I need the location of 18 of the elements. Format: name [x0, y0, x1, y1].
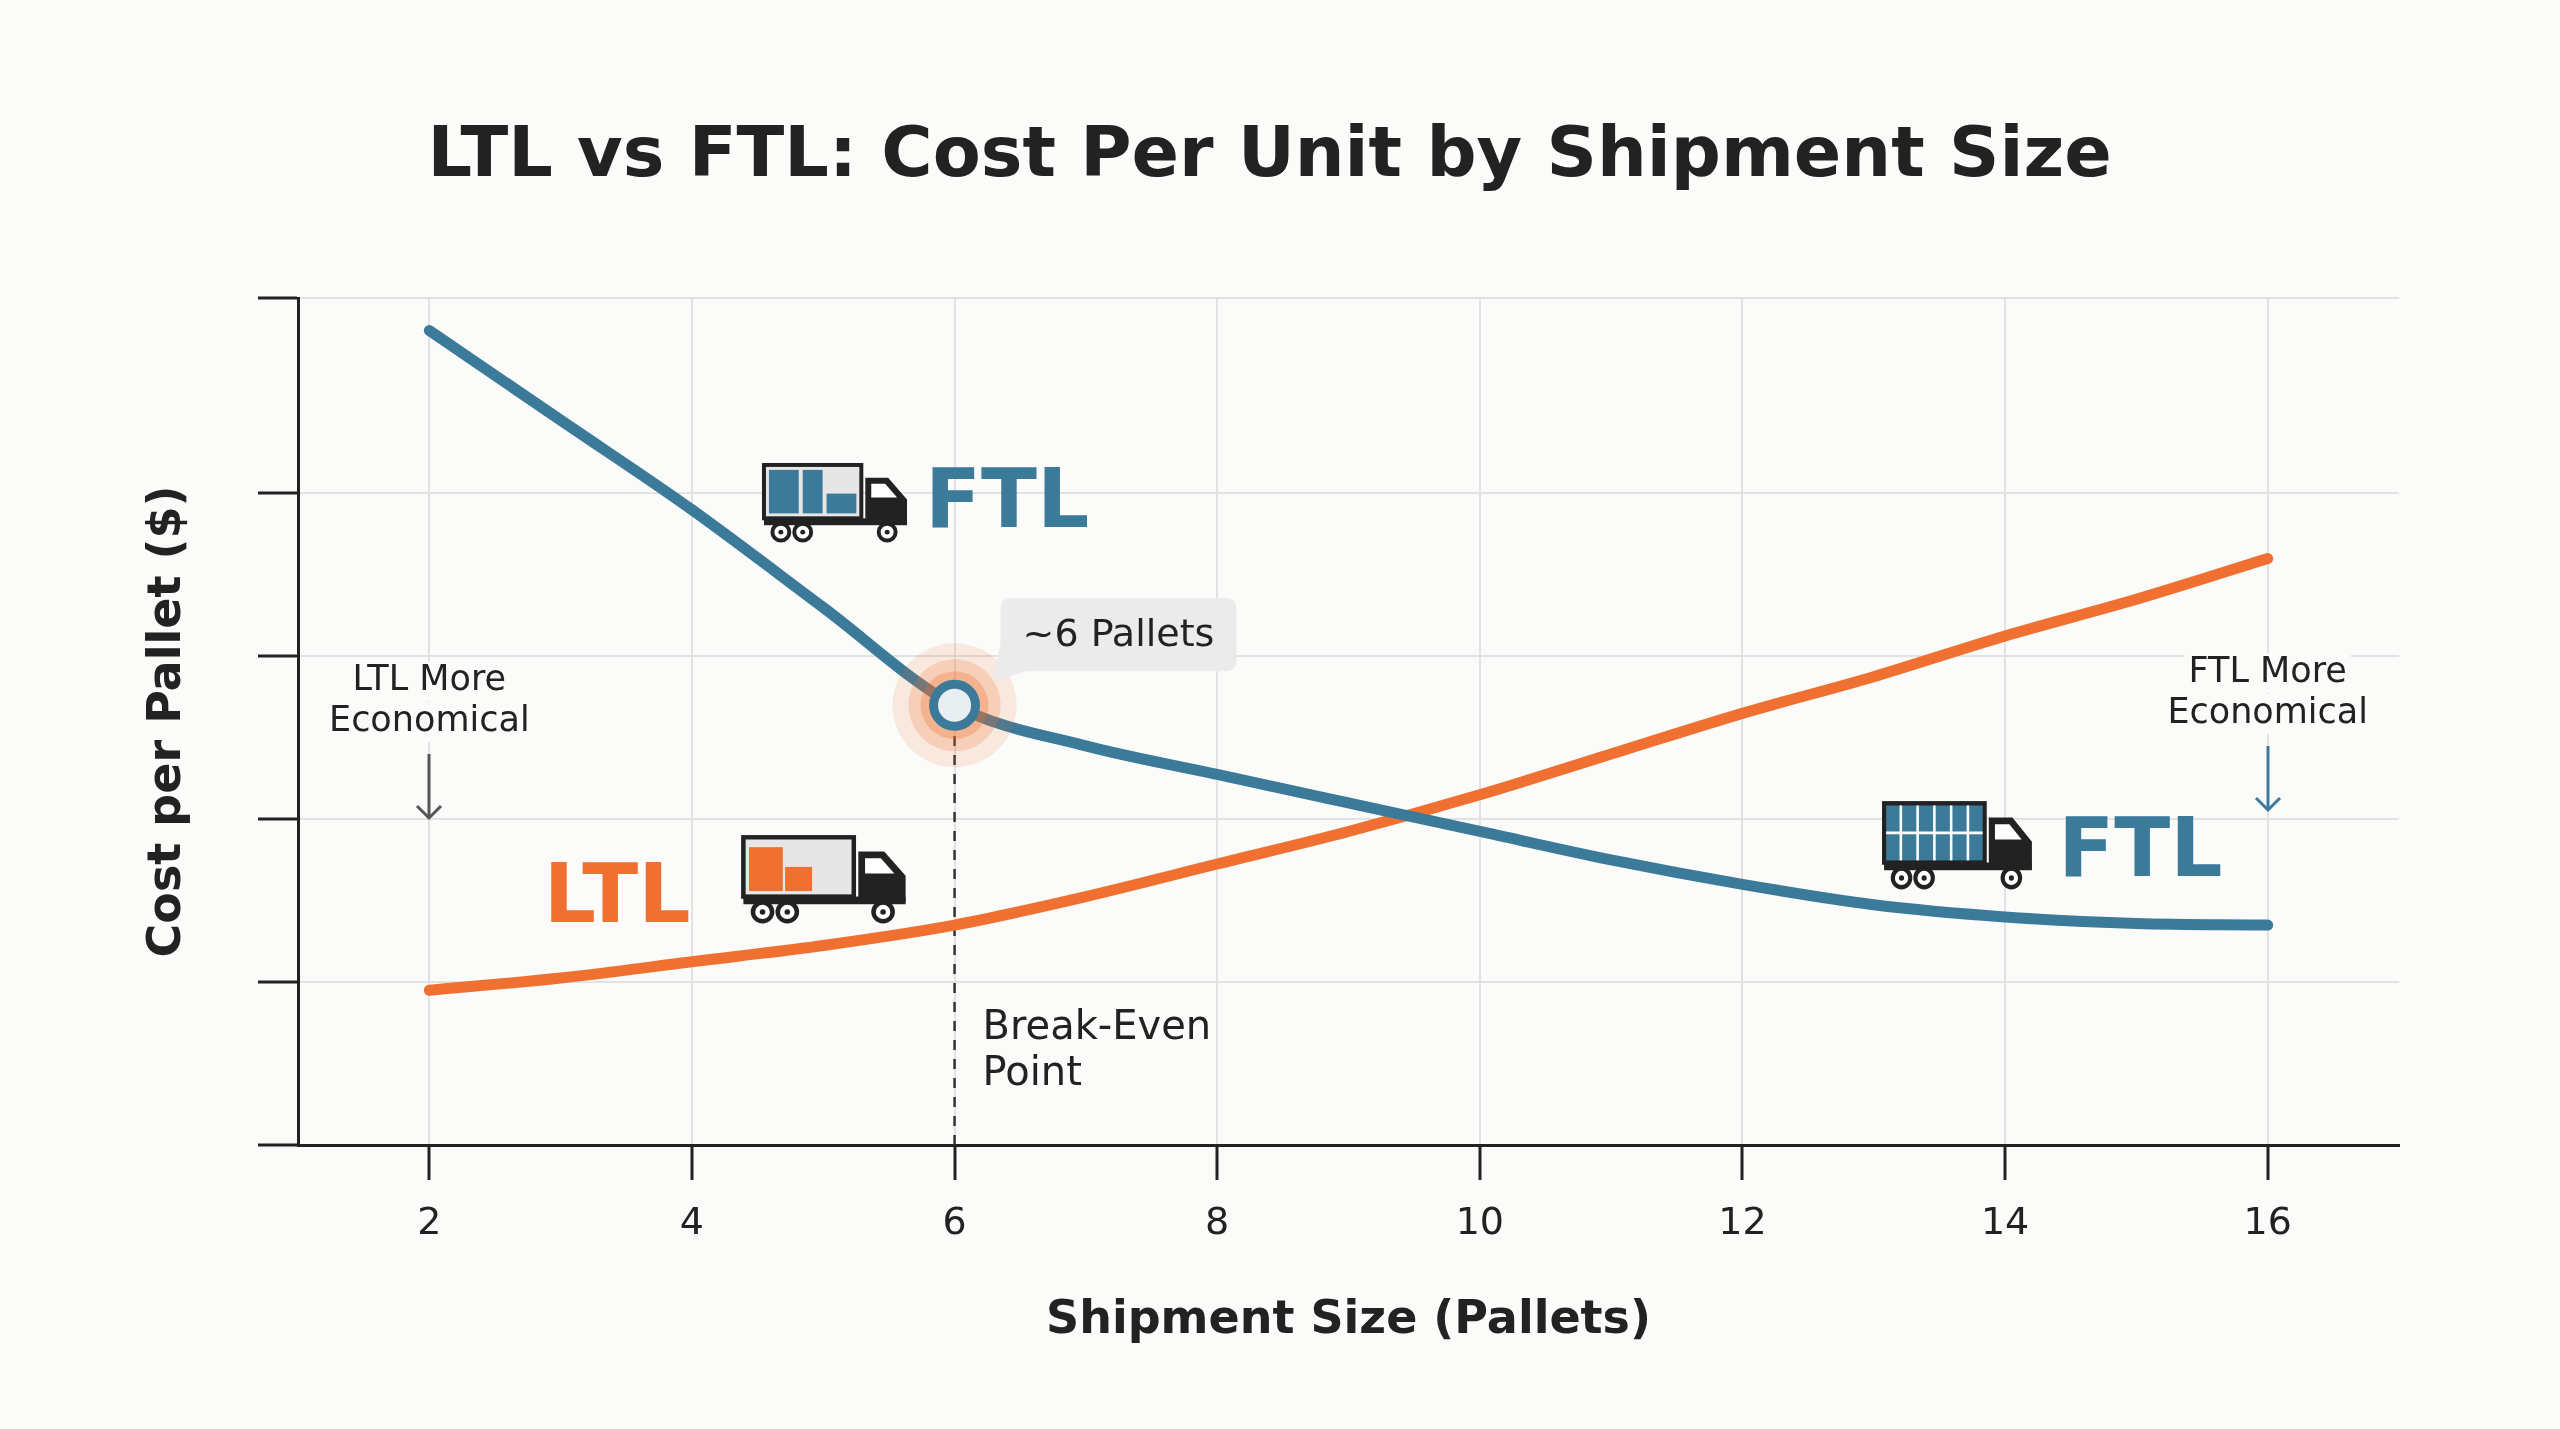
y-axis-title: Cost per Pallet ($): [136, 485, 191, 958]
ref-line-label: Break-Even Point: [982, 1002, 1212, 1095]
series-label: FTL: [924, 450, 1090, 546]
annotation: LTL More Economical: [329, 658, 530, 740]
x-tick-label: 6: [942, 1198, 967, 1243]
x-tick-label: 16: [2243, 1198, 2292, 1243]
x-tick-label: 4: [679, 1198, 705, 1243]
series-label: LTL: [543, 845, 691, 941]
annotation: FTL More Economical: [2167, 650, 2368, 732]
x-tick-label: 2: [417, 1198, 442, 1243]
x-tick-label: 12: [1718, 1198, 1767, 1243]
x-tick-label: 8: [1205, 1198, 1230, 1243]
annotation: ~6 Pallets: [1022, 610, 1215, 655]
x-axis-title: Shipment Size (Pallets): [1045, 1290, 1652, 1345]
annotation: FTL: [2058, 800, 2223, 896]
x-tick-label: 10: [1455, 1198, 1504, 1243]
chart-title: LTL vs FTL: Cost Per Unit by Shipment Size: [427, 111, 2112, 194]
x-tick-label: 14: [1980, 1198, 2030, 1243]
